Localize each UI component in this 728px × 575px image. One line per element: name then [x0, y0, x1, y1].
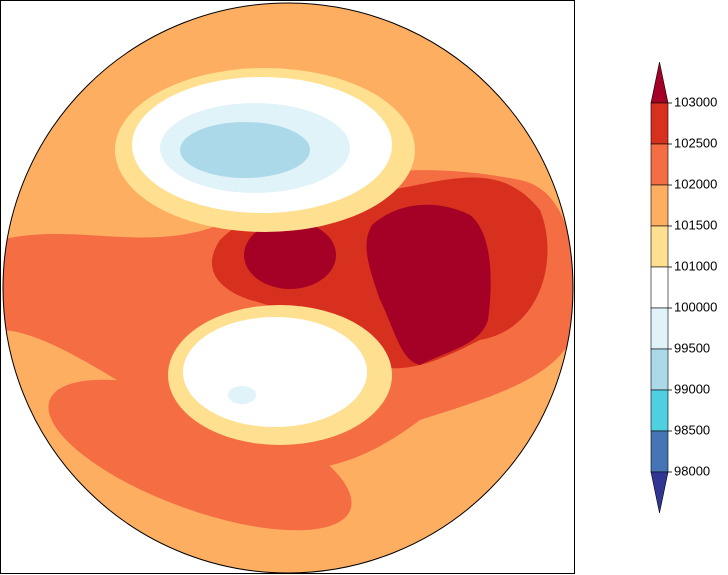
colorbar-label: 100000: [674, 299, 717, 314]
colorbar-box: [650, 430, 669, 473]
colorbar-box: [650, 307, 669, 350]
colorbar-box: [650, 266, 669, 309]
colorbar-box: [650, 184, 669, 227]
colorbar-label: 101500: [674, 217, 717, 232]
colorbar-box: [650, 143, 669, 186]
colorbar-label: 99500: [674, 340, 710, 355]
colorbar-label: 102000: [674, 176, 717, 191]
colorbar: 103000 102500 102000 101500 101000 100000 9950…: [650, 61, 717, 514]
colorbar-box: [650, 225, 669, 268]
colorbar-label: 101000: [674, 258, 717, 273]
colorbar-triangle: [650, 61, 669, 104]
colorbar-label: 102500: [674, 135, 717, 150]
colorbar-label: 98500: [674, 422, 710, 437]
colorbar-label: 103000: [674, 94, 717, 109]
colorbar-box: [650, 348, 669, 391]
colorbar-label: 99000: [674, 381, 710, 396]
pressure-field: [3, 3, 573, 573]
colorbar-label: 98000: [674, 463, 710, 478]
colorbar-triangle: [650, 471, 669, 514]
map-boundary: [2, 2, 574, 574]
colorbar-box: [650, 389, 669, 432]
colorbar-box: [650, 102, 669, 145]
